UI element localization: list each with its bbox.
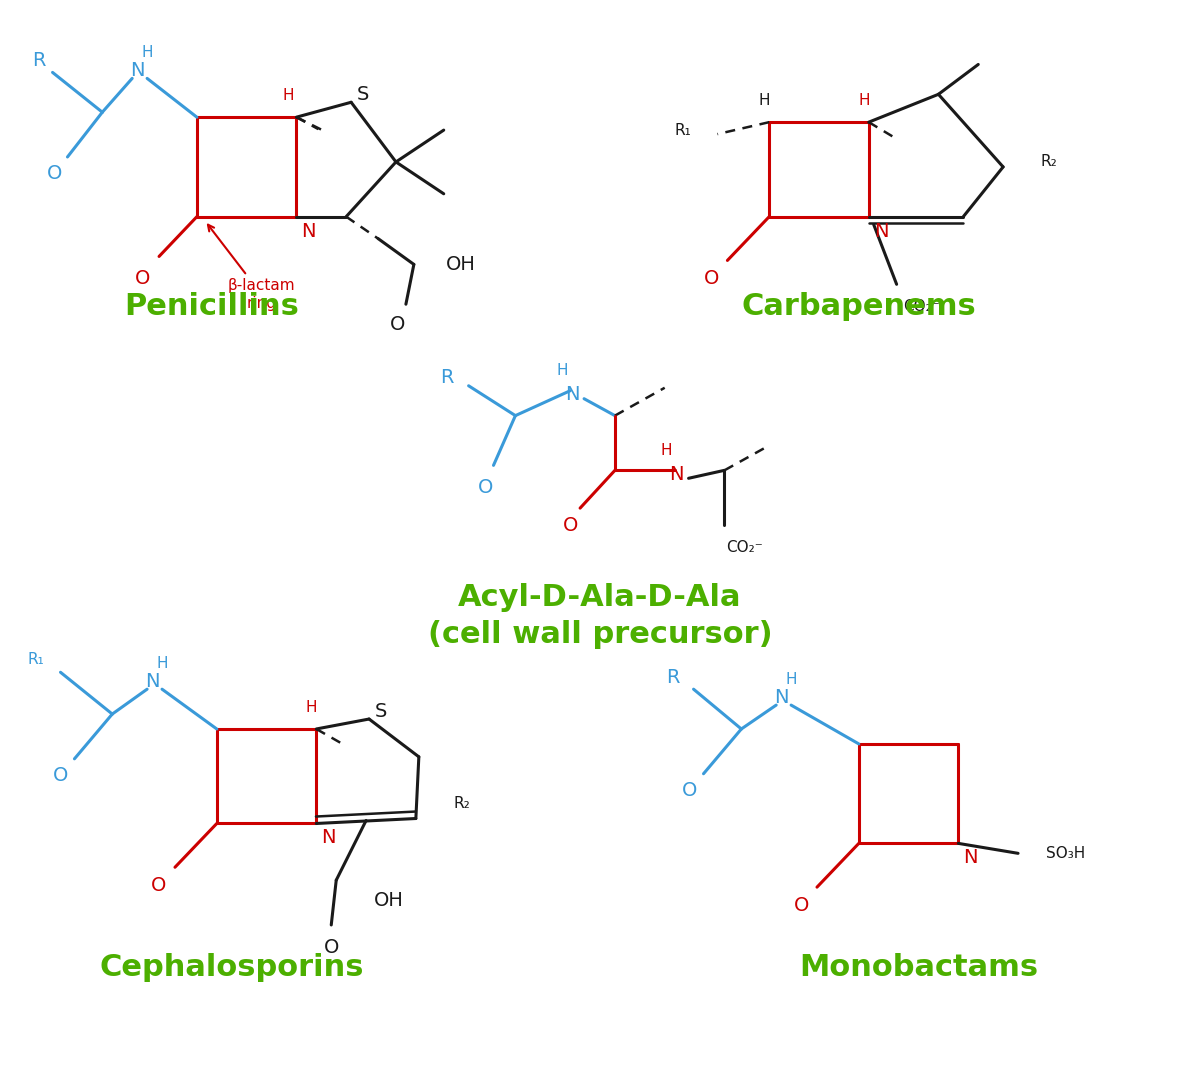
- Text: N: N: [322, 828, 336, 847]
- Text: H: H: [661, 443, 672, 458]
- Text: N: N: [874, 222, 888, 241]
- Text: O: O: [563, 515, 578, 535]
- Text: O: O: [478, 478, 493, 497]
- Text: SO₃H: SO₃H: [1046, 846, 1085, 861]
- Text: CO₂⁻: CO₂⁻: [726, 540, 763, 556]
- Text: R₂: R₂: [454, 796, 470, 811]
- Text: S: S: [356, 84, 370, 103]
- Text: Monobactams: Monobactams: [799, 953, 1038, 983]
- Text: N: N: [964, 848, 978, 867]
- Text: H: H: [858, 93, 870, 108]
- Text: OH: OH: [445, 255, 475, 274]
- Text: H: H: [142, 45, 152, 60]
- Text: N: N: [301, 222, 316, 241]
- Text: O: O: [53, 766, 68, 785]
- Text: R₁: R₁: [674, 123, 691, 138]
- Text: N: N: [130, 61, 144, 80]
- Text: N: N: [145, 672, 160, 690]
- Text: OH: OH: [374, 891, 404, 909]
- Text: R₁: R₁: [28, 652, 44, 667]
- Text: (cell wall precursor): (cell wall precursor): [427, 620, 773, 649]
- Text: R: R: [666, 668, 679, 687]
- Text: S: S: [374, 702, 388, 720]
- Text: N: N: [565, 385, 580, 404]
- Text: R: R: [440, 368, 454, 387]
- Text: O: O: [703, 269, 719, 288]
- Text: R: R: [32, 51, 46, 70]
- Text: O: O: [682, 781, 697, 800]
- Text: N: N: [670, 465, 684, 483]
- Text: N: N: [774, 687, 788, 706]
- Text: O: O: [324, 938, 338, 957]
- Text: O: O: [151, 876, 167, 894]
- Text: H: H: [156, 656, 168, 671]
- Text: H: H: [283, 87, 294, 102]
- Text: Carbapenems: Carbapenems: [742, 291, 976, 321]
- Text: H: H: [557, 364, 568, 379]
- Text: CO₂⁻: CO₂⁻: [904, 299, 941, 314]
- Text: O: O: [390, 315, 406, 334]
- Text: O: O: [47, 164, 62, 184]
- Text: O: O: [793, 895, 809, 914]
- Text: Acyl-D-Ala-D-Ala: Acyl-D-Ala-D-Ala: [458, 584, 742, 612]
- Text: R₂: R₂: [1040, 155, 1057, 170]
- Text: β-lactam
ring: β-lactam ring: [208, 225, 295, 310]
- Text: O: O: [134, 269, 150, 288]
- Text: H: H: [785, 672, 797, 687]
- Text: H: H: [758, 93, 770, 108]
- Text: Cephalosporins: Cephalosporins: [100, 953, 364, 983]
- Text: H: H: [306, 700, 317, 715]
- Text: Penicillins: Penicillins: [125, 291, 299, 321]
